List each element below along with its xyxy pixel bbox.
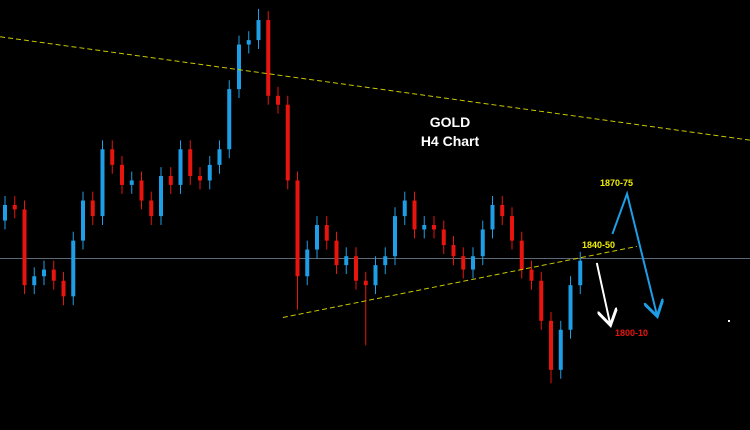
candle-body [490,204,495,230]
candle-body [324,225,329,241]
chart-subtitle: H4 Chart [420,133,480,149]
candle-body [207,164,212,181]
candle-body [237,44,241,90]
candle-body [549,320,553,370]
candle-body [529,269,534,281]
candle-body [168,176,173,185]
candle-body [363,280,368,286]
candle-body [383,256,388,266]
bullish-scenario-arrow [611,190,657,317]
target-label-1870-75: 1870-75 [600,178,634,188]
candle-body [188,149,193,177]
candle-body [558,329,563,370]
candle-body [159,176,163,217]
candle-body [120,164,124,185]
candle-body [422,225,427,230]
candle-body [451,245,456,257]
candle-body [71,240,76,297]
level-label-1840-50: 1840-50 [582,240,616,250]
candle-body [305,249,310,277]
candle-body [198,176,202,181]
candle-body [266,20,271,96]
candle-body [471,256,475,270]
candle-body [110,149,115,165]
candle-body [334,240,339,266]
candle-body [217,149,222,165]
candle-body [100,149,105,217]
chart-title: GOLD [429,114,471,130]
target-label-1800-10: 1800-10 [615,328,649,338]
candle-body [3,204,7,221]
candle-body [51,269,56,281]
candle-body [129,180,134,185]
candle-body [412,200,417,230]
candle-body [42,269,46,277]
candle-body [461,256,466,270]
resistance-trendline [0,36,750,141]
candle-body [539,280,544,321]
candle-body [519,240,524,270]
candle-body [354,256,358,281]
candle-body [315,225,319,250]
candle-body [500,204,505,217]
candle-body [276,95,280,105]
candle-body [441,229,446,246]
candle-body [90,200,95,217]
candle-body [510,216,514,241]
candle-body [178,149,183,185]
candle-body [81,200,85,241]
candle-body [32,276,37,286]
candle-body [480,229,485,257]
candle-body [12,204,17,210]
candle-body [139,180,144,201]
candle-body [149,200,154,217]
candle-body [432,225,436,230]
candle-body [285,104,290,181]
candle-body [256,20,261,41]
support-trendline [282,245,637,318]
candle-body [578,260,583,286]
candle-body [373,265,378,286]
chart-dot [728,320,730,322]
candle-body [246,40,251,45]
bearish-scenario-arrow [595,262,611,325]
candle-body [568,285,573,330]
candle-body [393,216,397,257]
candle-body [227,89,232,150]
candle-body [295,180,300,277]
candle-body [61,280,66,297]
candle-body [344,256,349,266]
candle-body [402,200,407,217]
candle-body [22,209,27,286]
